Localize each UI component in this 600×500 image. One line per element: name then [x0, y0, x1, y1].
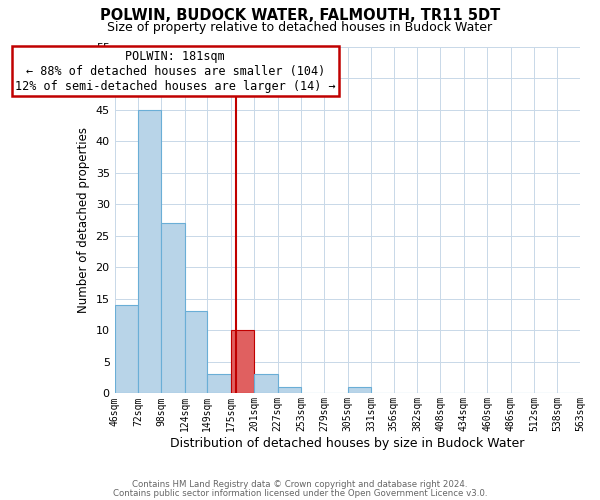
- Text: Contains HM Land Registry data © Crown copyright and database right 2024.: Contains HM Land Registry data © Crown c…: [132, 480, 468, 489]
- Bar: [278, 387, 301, 394]
- X-axis label: Distribution of detached houses by size in Budock Water: Distribution of detached houses by size …: [170, 437, 524, 450]
- Text: POLWIN: 181sqm
← 88% of detached houses are smaller (104)
12% of semi-detached h: POLWIN: 181sqm ← 88% of detached houses …: [15, 50, 335, 92]
- Bar: [185, 312, 208, 394]
- Y-axis label: Number of detached properties: Number of detached properties: [77, 127, 90, 313]
- Bar: [208, 374, 231, 394]
- Bar: [115, 305, 138, 394]
- Text: Size of property relative to detached houses in Budock Water: Size of property relative to detached ho…: [107, 22, 493, 35]
- Text: Contains public sector information licensed under the Open Government Licence v3: Contains public sector information licen…: [113, 488, 487, 498]
- Text: POLWIN, BUDOCK WATER, FALMOUTH, TR11 5DT: POLWIN, BUDOCK WATER, FALMOUTH, TR11 5DT: [100, 8, 500, 22]
- Bar: [231, 330, 254, 394]
- Bar: [161, 223, 185, 394]
- Bar: [254, 374, 278, 394]
- Bar: [348, 387, 371, 394]
- Bar: [138, 110, 161, 394]
